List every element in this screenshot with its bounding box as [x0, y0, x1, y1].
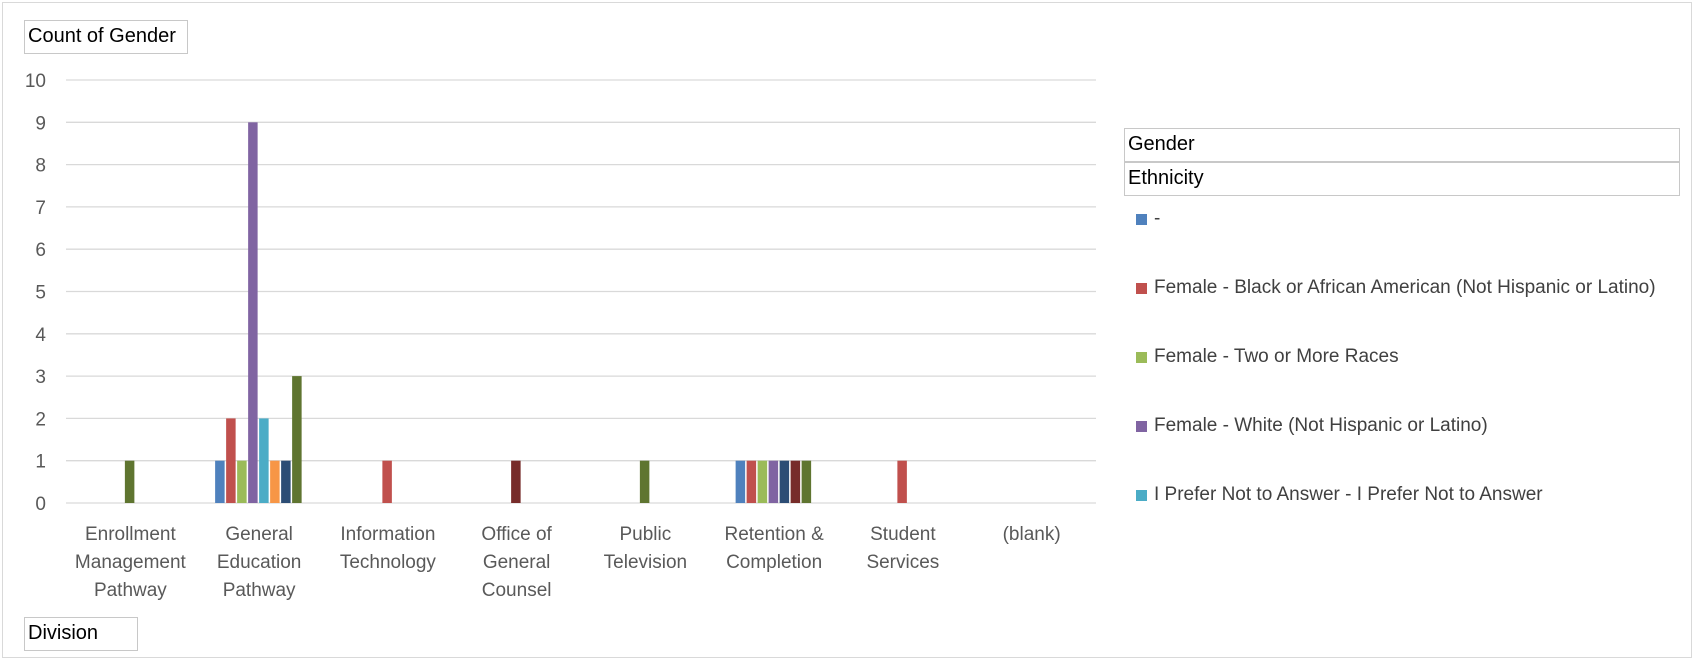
- bar[interactable]: [735, 460, 746, 503]
- x-category-label: Enrollment: [85, 524, 177, 545]
- bar[interactable]: [790, 460, 801, 503]
- x-category-label: Student: [870, 524, 936, 545]
- legend-swatch: [1136, 421, 1147, 432]
- bar[interactable]: [639, 460, 650, 503]
- y-tick-label: 5: [35, 283, 46, 304]
- bar[interactable]: [779, 460, 790, 503]
- legend-field-gender-button[interactable]: Gender: [1124, 128, 1680, 162]
- legend-item[interactable]: I Prefer Not to Answer - I Prefer Not to…: [1132, 481, 1672, 508]
- y-tick-label: 2: [35, 409, 46, 430]
- x-category-label: Education: [217, 552, 302, 573]
- bar[interactable]: [237, 460, 247, 503]
- x-category-label: Pathway: [223, 580, 296, 601]
- x-category-label: Management: [75, 552, 187, 573]
- legend-label: Female - Two or More Races: [1154, 346, 1399, 367]
- bar[interactable]: [270, 460, 280, 503]
- bar[interactable]: [757, 460, 768, 503]
- x-category-label: Office of: [481, 524, 552, 545]
- legend-item[interactable]: -: [1132, 205, 1672, 232]
- bar[interactable]: [292, 376, 302, 503]
- x-category-label: Television: [604, 552, 687, 573]
- bar[interactable]: [897, 460, 907, 503]
- legend-label: I Prefer Not to Answer - I Prefer Not to…: [1154, 484, 1543, 505]
- legend-label: Female - White (Not Hispanic or Latino): [1154, 415, 1488, 436]
- y-tick-label: 3: [35, 367, 46, 388]
- x-category-label: Services: [866, 552, 939, 573]
- bar[interactable]: [259, 418, 269, 503]
- legend-swatch: [1136, 490, 1147, 501]
- legend-item[interactable]: Female - Two or More Races: [1132, 343, 1672, 370]
- legend-swatch: [1136, 283, 1147, 294]
- y-tick-label: 10: [25, 71, 46, 92]
- legend-item[interactable]: Female - White (Not Hispanic or Latino): [1132, 412, 1672, 439]
- x-category-label: General: [483, 552, 551, 573]
- x-category-label: Completion: [726, 552, 822, 573]
- x-category-label: Public: [620, 524, 672, 545]
- bar[interactable]: [124, 460, 135, 503]
- x-category-label: General: [225, 524, 293, 545]
- bar[interactable]: [215, 460, 225, 503]
- bar[interactable]: [382, 460, 392, 503]
- x-category-label: Pathway: [94, 580, 167, 601]
- x-category-label: Information: [340, 524, 435, 545]
- legend-label: Female - Black or African American (Not …: [1154, 277, 1656, 298]
- bar[interactable]: [746, 460, 757, 503]
- y-tick-label: 8: [35, 156, 46, 177]
- y-tick-label: 4: [35, 325, 46, 346]
- bar[interactable]: [768, 460, 779, 503]
- legend-swatch: [1136, 352, 1147, 363]
- y-tick-label: 6: [35, 240, 46, 261]
- bar[interactable]: [248, 122, 258, 504]
- value-field-button[interactable]: Count of Gender: [24, 20, 188, 54]
- legend-label: -: [1154, 208, 1161, 229]
- x-category-label: Retention &: [724, 524, 824, 545]
- x-category-label: (blank): [1003, 524, 1061, 545]
- x-category-label: Technology: [340, 552, 437, 573]
- legend-item[interactable]: Female - Black or African American (Not …: [1132, 274, 1672, 301]
- y-tick-label: 0: [35, 494, 46, 515]
- y-tick-label: 1: [35, 452, 46, 473]
- legend-swatch: [1136, 214, 1147, 225]
- y-tick-label: 7: [35, 198, 46, 219]
- bar[interactable]: [511, 460, 521, 503]
- bar[interactable]: [801, 460, 812, 503]
- x-category-label: Counsel: [482, 580, 552, 601]
- bar[interactable]: [281, 460, 291, 503]
- y-tick-label: 9: [35, 113, 46, 134]
- axis-field-button[interactable]: Division: [24, 617, 138, 651]
- legend-field-ethnicity-button[interactable]: Ethnicity: [1124, 162, 1680, 196]
- bar[interactable]: [226, 418, 236, 503]
